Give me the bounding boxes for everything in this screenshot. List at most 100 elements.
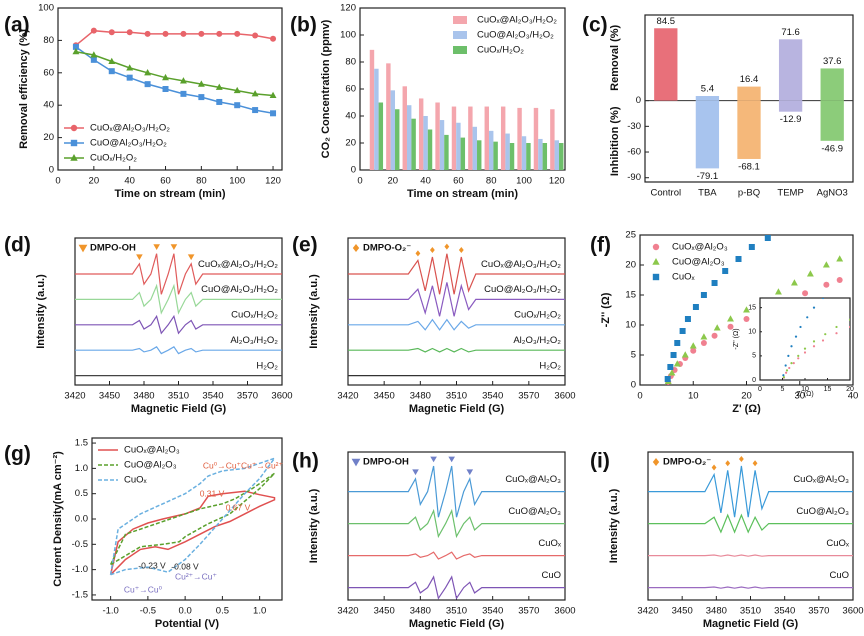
annotation: Cu⁰→Cu⁺ xyxy=(203,460,241,470)
bar xyxy=(395,109,400,170)
trace-label: CuO@Al₂O₃ xyxy=(796,506,849,517)
data-point xyxy=(179,77,187,84)
x-tick-label: 10 xyxy=(801,386,809,393)
y-tick-label: 120 xyxy=(340,3,356,14)
panel-label: (e) xyxy=(292,234,318,257)
peak-marker xyxy=(187,254,195,261)
x-axis-label: Potential (V) xyxy=(155,618,220,630)
y-tick-label: 100 xyxy=(38,3,54,14)
data-point xyxy=(216,98,223,105)
bar xyxy=(820,68,844,101)
x-tick-label: 3570 xyxy=(518,606,539,617)
legend-swatch xyxy=(453,31,467,39)
y-tick-label: 20 xyxy=(43,132,54,143)
bar xyxy=(402,86,407,170)
x-tick-label: 40 xyxy=(848,391,859,402)
peak-marker xyxy=(430,456,437,463)
data-point xyxy=(252,32,259,39)
legend-label: CuOₓ xyxy=(124,475,148,486)
x-tick-label: TBA xyxy=(698,188,717,199)
spectrum xyxy=(348,465,565,518)
x-tick-label: TEMP xyxy=(777,188,803,199)
x-tick-label: 5 xyxy=(781,386,785,393)
plot-frame xyxy=(57,7,283,171)
annotation: DMPO-OH xyxy=(90,243,136,254)
y-tick-label: 5 xyxy=(752,353,756,360)
x-axis-label: Magnetic Field (G) xyxy=(703,618,799,630)
bar xyxy=(533,107,539,170)
data-point xyxy=(144,30,151,37)
spectrum xyxy=(348,318,565,331)
inset-point xyxy=(848,318,850,321)
x-axis-label: Time on stream (min) xyxy=(407,188,518,200)
annotation: 0.31 V xyxy=(200,488,225,498)
legend-label: CuO@Al₂O₃/H₂O₂ xyxy=(90,138,167,149)
trace-label: CuOₓ@Al₂O₃/H₂O₂ xyxy=(481,259,561,270)
bar xyxy=(460,137,466,170)
data-point xyxy=(727,315,734,322)
inset-plot xyxy=(782,287,850,379)
trace-label: CuOₓ/H₂O₂ xyxy=(514,310,561,321)
trace-label: CuO xyxy=(541,570,561,581)
data-point xyxy=(72,47,80,55)
bar xyxy=(695,96,720,101)
bar xyxy=(423,116,428,170)
spectrum xyxy=(75,314,282,335)
x-tick-label: 3420 xyxy=(337,606,358,617)
x-tick-label: 30 xyxy=(794,391,805,402)
trace-label: CuOₓ@Al₂O₃ xyxy=(505,474,561,485)
data-point xyxy=(144,81,151,88)
x-tick-label: 3480 xyxy=(410,606,431,617)
x-tick-label: 20 xyxy=(388,176,399,187)
annotation: Cu⁺→Cu⁰ xyxy=(124,584,163,594)
bar xyxy=(390,90,396,170)
x-tick-label: 0 xyxy=(758,386,762,393)
bar xyxy=(378,102,384,170)
x-tick-label: 100 xyxy=(516,176,532,187)
data-point xyxy=(251,90,259,97)
spectrum xyxy=(648,586,853,589)
spectrum xyxy=(348,347,565,353)
x-tick-label: 0 xyxy=(637,391,642,402)
panel-label: (f) xyxy=(590,234,611,257)
data-point xyxy=(700,292,707,298)
annotation: DMPO-O₂⁻ xyxy=(363,243,411,254)
inset-point xyxy=(824,333,827,336)
value-label: -68.1 xyxy=(738,161,760,172)
data-point xyxy=(233,86,241,94)
bar xyxy=(554,140,560,170)
spectrum xyxy=(75,283,282,315)
data-point xyxy=(216,30,223,37)
y-tick-label: 0 xyxy=(752,377,756,384)
x-tick-label: 3510 xyxy=(446,606,467,617)
data-point xyxy=(270,35,277,42)
y-axis-label: -Z'' (Ω) xyxy=(600,292,612,327)
y-tick-label: 0.0 xyxy=(75,514,88,525)
value-label: 16.4 xyxy=(740,74,759,85)
data-point xyxy=(775,288,782,295)
inset-point xyxy=(797,354,800,357)
spectrum xyxy=(648,465,853,518)
x-tick-label: 1.0 xyxy=(253,606,266,617)
data-point xyxy=(270,110,277,117)
x-tick-label: 0 xyxy=(357,176,362,187)
data-point xyxy=(90,51,98,58)
legend-marker xyxy=(70,154,78,161)
x-tick-label: 10 xyxy=(688,391,699,402)
data-point xyxy=(679,328,686,334)
data-point xyxy=(684,316,691,322)
legend-label: CuOₓ@Al₂O₃/H₂O₂ xyxy=(90,123,170,134)
data-point xyxy=(234,30,241,37)
legend-label: CuOₓ@Al₂O₃/H₂O₂ xyxy=(477,15,557,26)
y-tick-label: 1.0 xyxy=(75,463,88,474)
trace-label: H₂O₂ xyxy=(256,360,278,371)
x-tick-label: AgNO3 xyxy=(817,188,848,199)
y-tick-label: 0.5 xyxy=(75,488,88,499)
bar xyxy=(505,133,510,170)
inset-point xyxy=(831,287,833,289)
data-point xyxy=(743,306,750,313)
inset-point xyxy=(835,332,838,335)
y-axis-label: Intensity (a.u.) xyxy=(308,274,320,349)
bar xyxy=(559,143,564,170)
